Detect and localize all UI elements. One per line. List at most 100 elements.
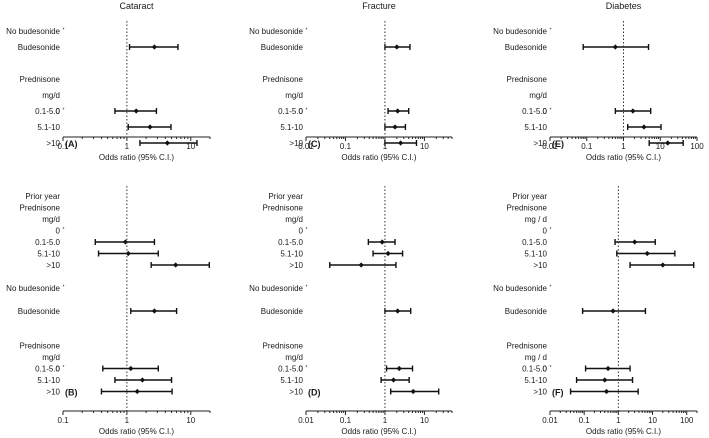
x-tick-label: 100 — [690, 142, 704, 151]
x-tick-label: 1 — [383, 142, 388, 151]
row-header-label: Prednisone — [20, 75, 61, 84]
panel-label: (B) — [65, 388, 78, 398]
row-header-label: Prior year — [512, 192, 547, 201]
row-label: No budesonide — [6, 284, 60, 293]
row-header-label: mg/d — [42, 91, 60, 100]
reference-marker: * — [63, 365, 65, 371]
row-header-label: mg/d — [529, 91, 547, 100]
row-header-label: Prednisone — [263, 75, 304, 84]
x-tick-label: 10 — [420, 416, 429, 425]
point-estimate — [151, 308, 158, 314]
row-header-label: Prednisone — [507, 341, 548, 350]
reference-marker: * — [306, 108, 308, 114]
row-label: 0.1-5.0 — [35, 364, 60, 373]
x-tick-label: 10 — [656, 142, 665, 151]
row-label: 5.1-10 — [280, 376, 303, 385]
point-estimate — [610, 308, 616, 314]
point-estimate — [660, 262, 666, 268]
x-tick-label: 1 — [621, 142, 626, 151]
x-tick-label: 1 — [383, 416, 388, 425]
row-label: 0 — [299, 364, 304, 373]
row-label: 0.1-5.0 — [35, 107, 60, 116]
point-estimate — [173, 262, 179, 268]
x-axis-title: Odds ratio (95% C.I.) — [99, 427, 174, 436]
point-estimate — [612, 44, 618, 50]
panel-title: Fracture — [362, 1, 396, 11]
point-estimate — [394, 44, 400, 50]
row-label: Budesonide — [505, 43, 548, 52]
x-tick-label: 0.1 — [57, 142, 69, 151]
point-estimate — [385, 250, 391, 257]
panel-label: (A) — [65, 139, 78, 149]
panel-b: Prior year Prednisone mg/d 0 *0.1-5.0 5.1-10 >… — [6, 186, 211, 436]
panel-label: (E) — [552, 139, 564, 149]
row-header-label: mg/d — [42, 215, 60, 224]
reference-marker: * — [550, 285, 552, 291]
point-estimate — [665, 140, 671, 146]
row-label: 5.1-10 — [37, 376, 60, 385]
row-header-label: Prednisone — [20, 203, 61, 212]
row-header-label: Prednisone — [20, 341, 61, 350]
reference-marker: * — [550, 227, 552, 233]
point-estimate — [644, 250, 650, 257]
row-label: 5.1-10 — [524, 376, 547, 385]
point-estimate — [395, 108, 401, 114]
row-label: 5.1-10 — [37, 249, 60, 258]
panel-label: (F) — [552, 388, 564, 398]
x-axis-title: Odds ratio (95% C.I.) — [99, 153, 174, 162]
reference-marker: * — [306, 28, 308, 34]
row-label: >10 — [533, 261, 547, 270]
x-tick-label: 0.1 — [579, 416, 591, 425]
point-estimate — [632, 239, 638, 245]
reference-marker: * — [550, 365, 552, 371]
row-label: 0.1-5.0 — [522, 238, 547, 247]
row-label: No budesonide — [493, 284, 547, 293]
row-header-label: Prior year — [25, 192, 60, 201]
x-tick-label: 100 — [680, 416, 694, 425]
point-estimate — [398, 140, 404, 146]
row-header-label: Prednisone — [263, 341, 304, 350]
row-label: Budesonide — [505, 307, 548, 316]
point-estimate — [134, 388, 140, 395]
row-label: 0 — [543, 364, 548, 373]
x-tick-label: 0.1 — [581, 142, 593, 151]
row-label: 5.1-10 — [280, 249, 303, 258]
row-label: 0 — [543, 226, 548, 235]
row-label: >10 — [289, 139, 303, 148]
x-tick-label: 0.01 — [542, 142, 558, 151]
panel-label: (C) — [308, 139, 321, 149]
reference-marker: * — [306, 365, 308, 371]
x-axis-title: Odds ratio (95% C.I.) — [341, 153, 416, 162]
x-tick-label: 1 — [616, 416, 621, 425]
row-label: 0.1-5.0 — [522, 364, 547, 373]
row-header-label: mg / d — [525, 353, 547, 362]
x-axis-title: Odds ratio (95% C.I.) — [586, 427, 661, 436]
x-tick-label: 0.01 — [542, 416, 558, 425]
point-estimate — [605, 365, 611, 372]
row-label: >10 — [46, 387, 60, 396]
reference-marker: * — [550, 108, 552, 114]
row-header-label: mg / d — [525, 215, 547, 224]
row-label: >10 — [289, 261, 303, 270]
point-estimate — [410, 388, 416, 395]
row-label: 0.1-5.0 — [278, 238, 303, 247]
row-label: >10 — [46, 139, 60, 148]
reference-marker: * — [63, 108, 65, 114]
row-label: Budesonide — [261, 43, 304, 52]
point-estimate — [164, 140, 170, 146]
x-tick-label: 0.1 — [340, 416, 352, 425]
point-estimate — [151, 44, 158, 50]
point-estimate — [390, 377, 397, 383]
row-label: 0 — [299, 226, 304, 235]
row-label: 0 — [56, 226, 61, 235]
row-label: 5.1-10 — [37, 123, 60, 132]
row-header-label: mg/d — [42, 353, 60, 362]
row-label: Budesonide — [261, 307, 304, 316]
point-estimate — [133, 108, 139, 114]
row-label: No budesonide — [493, 27, 547, 36]
row-label: 5.1-10 — [524, 123, 547, 132]
row-label: 0.1-5.0 — [278, 107, 303, 116]
x-axis-title: Odds ratio (95% C.I.) — [586, 153, 661, 162]
